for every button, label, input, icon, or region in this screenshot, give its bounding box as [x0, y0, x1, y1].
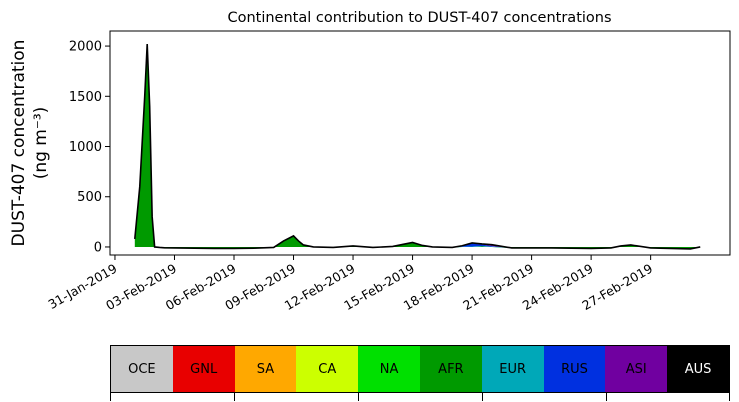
total-concentration-line [134, 44, 701, 250]
colorbar-tick [729, 393, 730, 401]
colorbar-tick [110, 393, 111, 401]
legend-region-gnl: GNL [172, 346, 235, 392]
area-series-eur [134, 44, 701, 249]
legend-region-rus: RUS [543, 346, 606, 392]
legend-region-eur: EUR [481, 346, 544, 392]
colorbar-tick [358, 393, 359, 401]
area-series-asi [134, 44, 701, 249]
y-axis-label-line1: DUST-407 concentration [9, 40, 29, 247]
y-axis-label-line2: (ng m⁻³) [31, 107, 51, 180]
legend-region-na: NA [358, 346, 420, 392]
plot-layer: 050010001500200031-Jan-201903-Feb-201906… [46, 40, 701, 313]
colorbar-tick [482, 393, 483, 401]
colorbar-tick [234, 393, 235, 401]
dust-area-chart: Continental contribution to DUST-407 con… [9, 10, 731, 313]
plot-frame [109, 30, 731, 256]
chart-title: Continental contribution to DUST-407 con… [227, 10, 611, 26]
y-tick-label: 2000 [69, 40, 102, 55]
legend-region-sa: SA [234, 346, 297, 392]
colorbar-ticks [110, 393, 730, 402]
area-series-afr [134, 44, 701, 249]
legend-region-ca: CA [296, 346, 359, 392]
y-tick-label: 500 [77, 190, 102, 205]
legend-region-afr: AFR [419, 346, 482, 392]
legend-region-oce: OCE [111, 346, 173, 392]
legend-region-aus: AUS [667, 346, 729, 392]
area-series-rus [134, 44, 701, 249]
y-tick-label: 0 [94, 240, 102, 255]
y-tick-label: 1000 [69, 140, 102, 155]
legend-region-asi: ASI [605, 346, 668, 392]
colorbar-tick [606, 393, 607, 401]
region-colorbar-legend: OCE GNL SA CA NA AFR EUR RUS ASI AUS [110, 345, 730, 393]
y-tick-label: 1500 [69, 90, 102, 105]
